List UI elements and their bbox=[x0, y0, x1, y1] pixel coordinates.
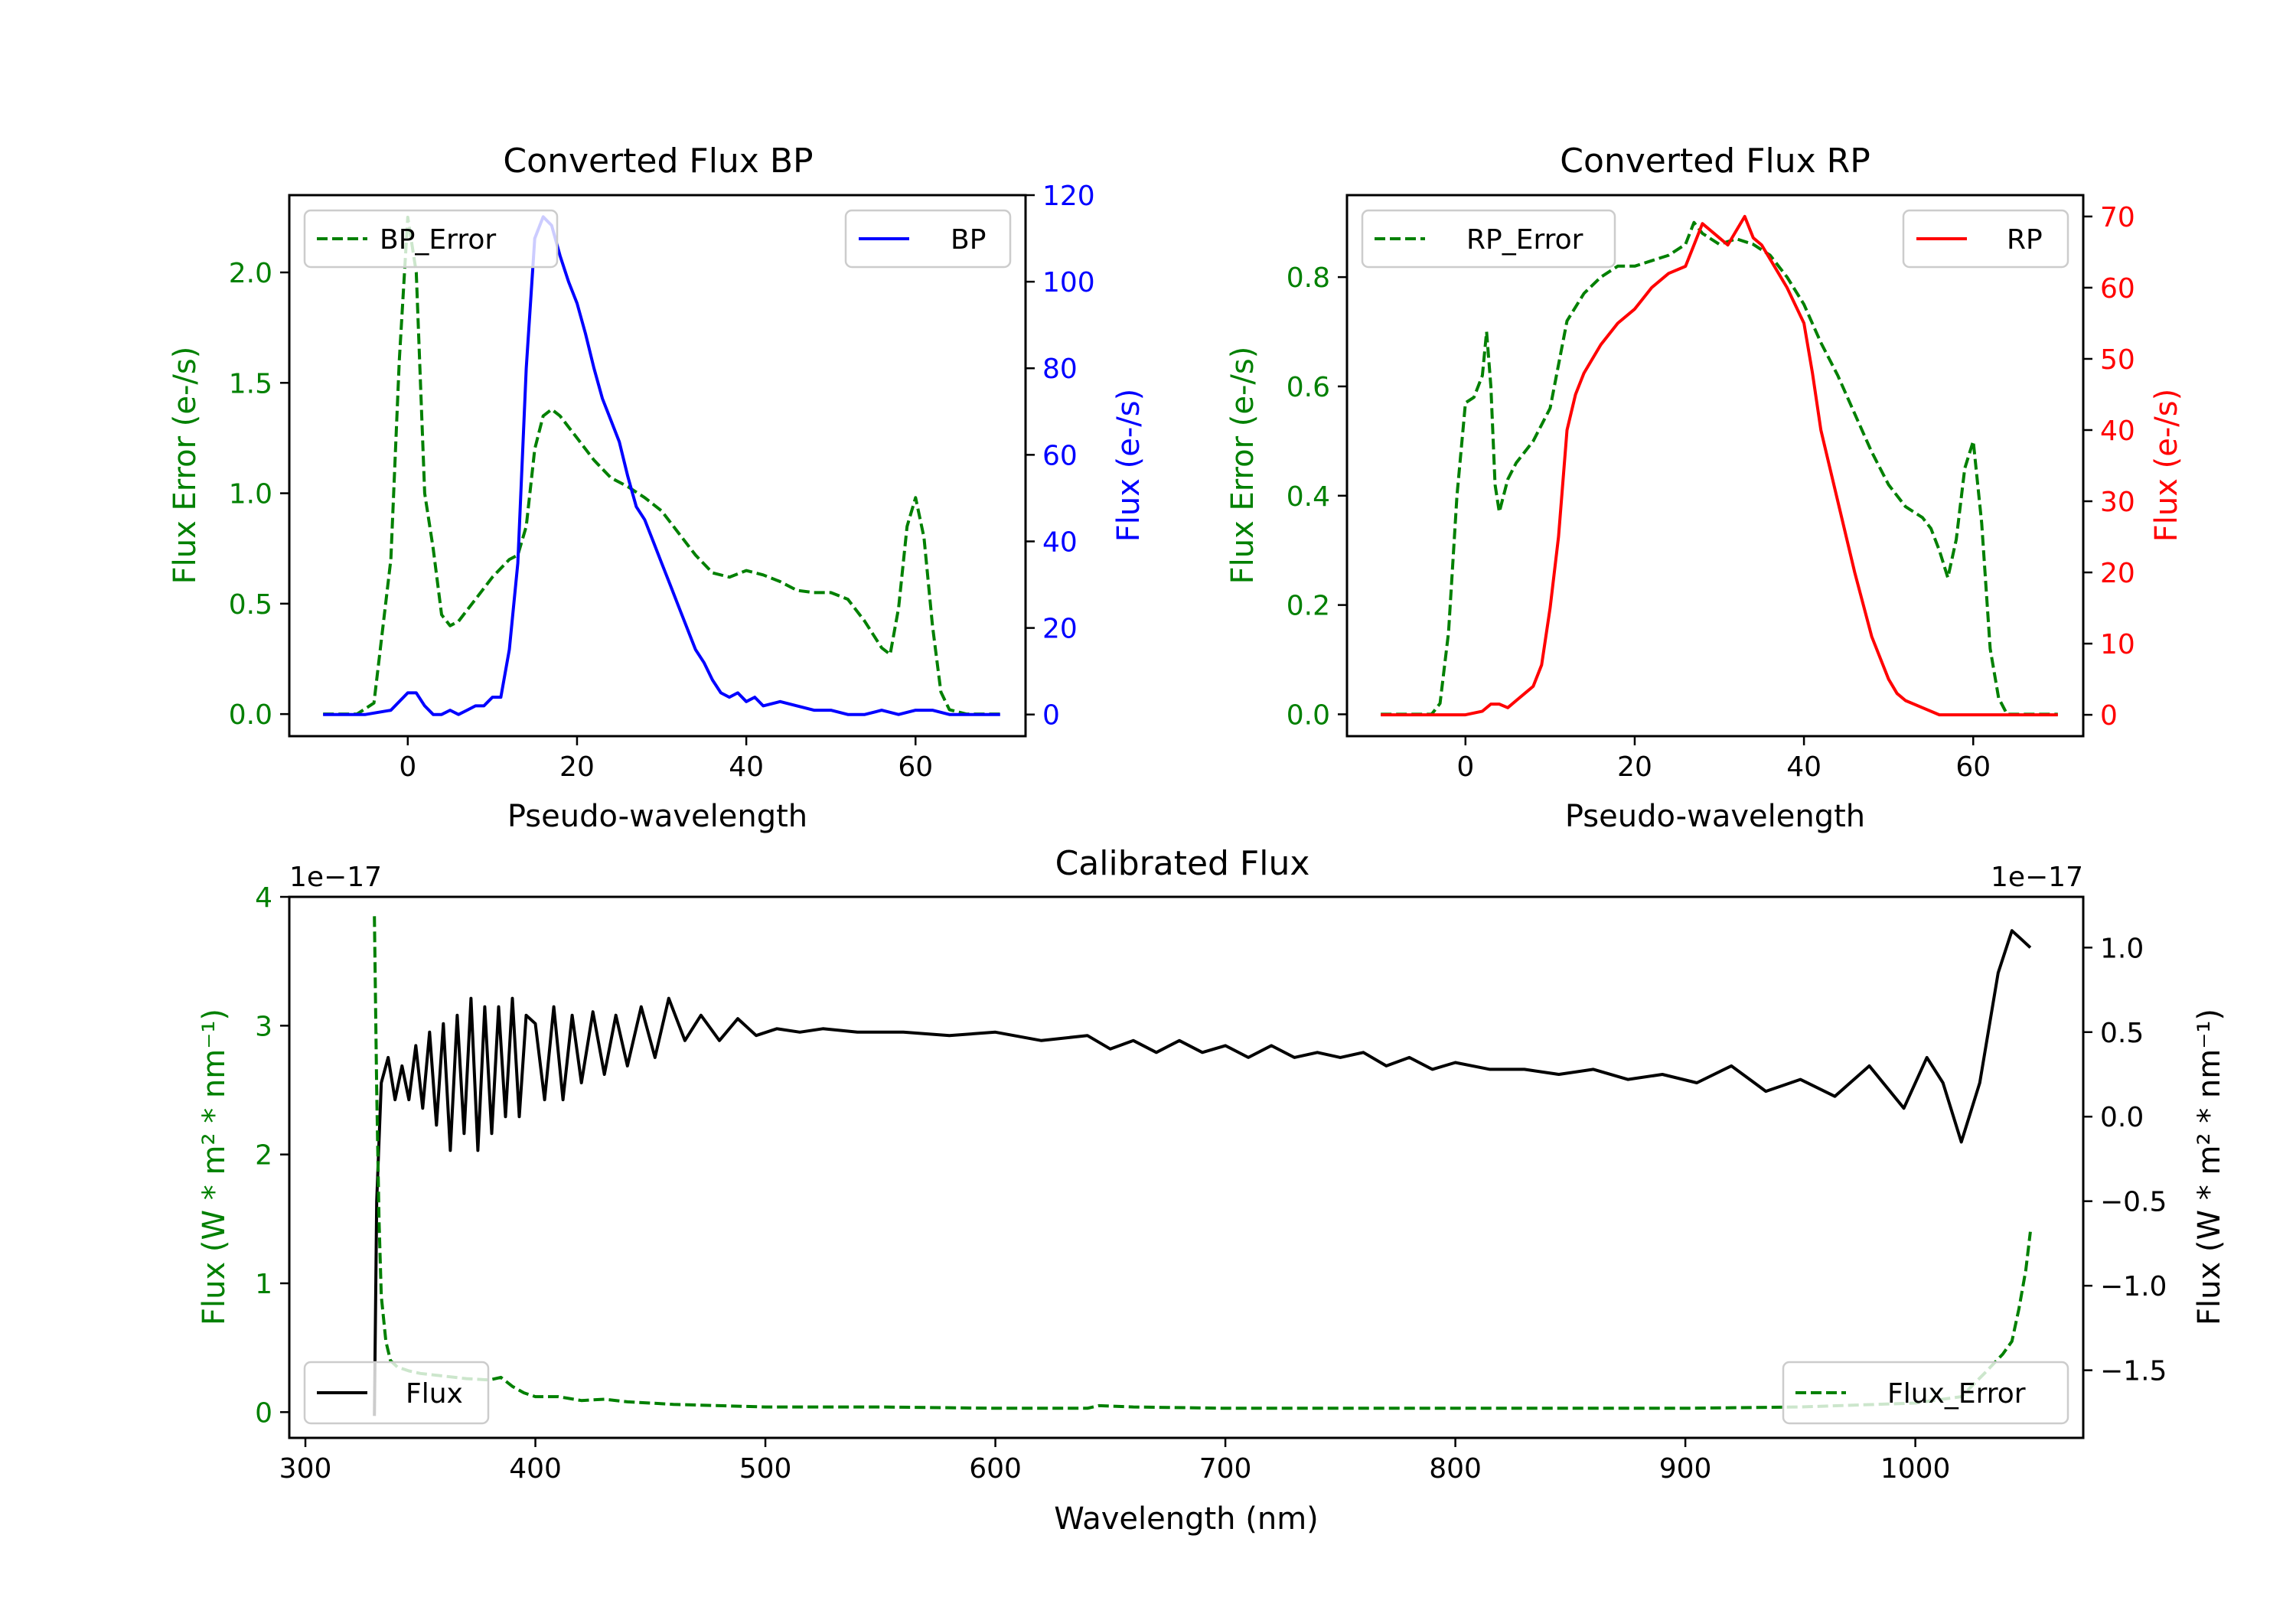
rp-series-rp bbox=[1381, 214, 2058, 717]
cal-ylabel-left: Flux (W * m² * nm⁻¹) bbox=[197, 1009, 232, 1325]
bp-xtick-label: 20 bbox=[559, 751, 595, 783]
cal-title: Calibrated Flux bbox=[1055, 844, 1310, 883]
cal-legend-flux: Flux bbox=[303, 1361, 490, 1425]
rp-ylabel-left: Flux Error (e-/s) bbox=[1225, 347, 1261, 585]
rp-title: Converted Flux RP bbox=[1560, 142, 1870, 181]
bp-ytick-left-label: 1.5 bbox=[229, 368, 272, 399]
rp-ytick-right-label: 0 bbox=[2100, 700, 2118, 732]
calibrated-xtick-label: 400 bbox=[509, 1453, 562, 1485]
bp-legend-error: BP_Error bbox=[303, 209, 559, 269]
cal-xlabel: Wavelength (nm) bbox=[1054, 1501, 1319, 1537]
bp-xtick-label: 40 bbox=[729, 751, 764, 783]
bp-xtick-label: 0 bbox=[399, 751, 416, 783]
rp-ytick-left-label: 0.6 bbox=[1287, 372, 1330, 403]
cal-offset-left: 1e−17 bbox=[289, 862, 382, 893]
calibrated-xtick-label: 700 bbox=[1199, 1453, 1252, 1485]
rp-legend-flux-label: RP bbox=[2007, 224, 2043, 256]
calibrated-xtick-label: 600 bbox=[969, 1453, 1022, 1485]
calibrated-ytick-right-label: 0.0 bbox=[2100, 1102, 2144, 1133]
cal-legend-error: Flux_Error bbox=[1782, 1361, 2069, 1425]
bp-ytick-right-label: 20 bbox=[1042, 614, 1078, 645]
rp-ylabel-right: Flux (e-/s) bbox=[2149, 389, 2184, 542]
calibrated-ytick-right-label: −0.5 bbox=[2100, 1187, 2167, 1218]
calibrated-ytick-left-label: 4 bbox=[255, 882, 272, 914]
bp-xtick-label: 60 bbox=[898, 751, 933, 783]
rp-legend-error-label: RP_Error bbox=[1466, 224, 1583, 256]
cal-ylabel-right: Flux (W * m² * nm⁻¹) bbox=[2192, 1009, 2227, 1325]
calibrated-xtick-label: 1000 bbox=[1880, 1453, 1951, 1485]
bp-xlabel: Pseudo-wavelength bbox=[507, 799, 807, 834]
bp-legend-flux: BP bbox=[844, 209, 1012, 269]
rp-ytick-right-label: 60 bbox=[2100, 273, 2135, 305]
bp-ylabel-right: Flux (e-/s) bbox=[1111, 389, 1146, 542]
bp-ytick-right-label: 100 bbox=[1042, 267, 1095, 298]
rp-ytick-right-label: 10 bbox=[2100, 629, 2135, 660]
calibrated-ytick-right-label: 1.0 bbox=[2100, 933, 2144, 964]
calibrated-ytick-right-label: −1.0 bbox=[2100, 1271, 2167, 1302]
calibrated-ytick-left-label: 1 bbox=[255, 1269, 272, 1300]
bp-series-bp bbox=[323, 215, 1000, 716]
calibrated-ytick-left-label: 2 bbox=[255, 1140, 272, 1172]
rp-axes-frame bbox=[1345, 194, 2085, 738]
bp-series-bp-error bbox=[323, 215, 1000, 716]
rp-ytick-left-label: 0.4 bbox=[1287, 481, 1330, 513]
rp-xtick-label: 20 bbox=[1617, 751, 1652, 783]
rp-ytick-left-label: 0.0 bbox=[1287, 699, 1330, 731]
calibrated-xtick-label: 300 bbox=[279, 1453, 332, 1485]
rp-ytick-right-label: 20 bbox=[2100, 558, 2135, 589]
rp-panel: Converted Flux RP 0 20 40 60 0.0 0.2 0.4 0.6 0.8… bbox=[1225, 142, 2184, 834]
calibrated-ytick-right-label: −1.5 bbox=[2100, 1356, 2167, 1387]
bp-ytick-right-label: 40 bbox=[1042, 526, 1078, 558]
bp-ytick-right-label: 80 bbox=[1042, 354, 1078, 385]
bp-ytick-right-label: 60 bbox=[1042, 440, 1078, 471]
rp-xtick-label: 60 bbox=[1955, 751, 1991, 783]
calibrated-panel: Calibrated Flux 300 400 500 600 700 800 900 100… bbox=[197, 844, 2227, 1537]
bp-ytick-left-label: 1.0 bbox=[229, 479, 272, 510]
cal-axes-frame bbox=[288, 895, 2085, 1439]
rp-ytick-left-label: 0.2 bbox=[1287, 591, 1330, 622]
rp-xlabel: Pseudo-wavelength bbox=[1565, 799, 1865, 834]
calibrated-xtick-label: 800 bbox=[1429, 1453, 1482, 1485]
rp-ytick-right-label: 40 bbox=[2100, 416, 2135, 447]
bp-ytick-left-label: 0.5 bbox=[229, 589, 272, 621]
rp-series-rp-error bbox=[1381, 220, 2058, 716]
cal-legend-flux-label: Flux bbox=[406, 1378, 463, 1410]
rp-legend-error: RP_Error bbox=[1361, 209, 1616, 269]
rp-ytick-right-label: 50 bbox=[2100, 344, 2135, 376]
bp-ytick-right-label: 120 bbox=[1042, 181, 1095, 212]
rp-xtick-label: 40 bbox=[1786, 751, 1821, 783]
bp-legend-error-label: BP_Error bbox=[380, 224, 496, 256]
bp-ylabel-left: Flux Error (e-/s) bbox=[168, 347, 203, 585]
bp-ytick-left-label: 0.0 bbox=[229, 699, 272, 731]
rp-ytick-right-label: 70 bbox=[2100, 202, 2135, 233]
bp-axes-frame bbox=[288, 194, 1027, 738]
calibrated-ytick-left-label: 3 bbox=[255, 1011, 272, 1042]
bp-legend-flux-label: BP bbox=[951, 224, 986, 256]
calibrated-xtick-label: 500 bbox=[739, 1453, 792, 1485]
calibrated-ytick-left-label: 0 bbox=[255, 1397, 272, 1429]
calibrated-series-flux bbox=[373, 929, 2032, 1416]
cal-legend-error-label: Flux_Error bbox=[1887, 1378, 2026, 1410]
rp-ytick-left-label: 0.8 bbox=[1287, 262, 1330, 294]
rp-xtick-label: 0 bbox=[1456, 751, 1474, 783]
cal-offset-right: 1e−17 bbox=[1991, 862, 2083, 893]
rp-legend-flux: RP bbox=[1902, 209, 2069, 269]
calibrated-xtick-label: 900 bbox=[1659, 1453, 1712, 1485]
bp-ytick-right-label: 0 bbox=[1042, 700, 1060, 732]
bp-panel: Converted Flux BP 0 20 40 60 0.0 0.5 1.0 1.5 2.0… bbox=[168, 142, 1146, 834]
calibrated-ytick-right-label: 0.5 bbox=[2100, 1018, 2144, 1049]
bp-title: Converted Flux BP bbox=[503, 142, 813, 181]
bp-ytick-left-label: 2.0 bbox=[229, 258, 272, 289]
rp-ytick-right-label: 30 bbox=[2100, 487, 2135, 518]
